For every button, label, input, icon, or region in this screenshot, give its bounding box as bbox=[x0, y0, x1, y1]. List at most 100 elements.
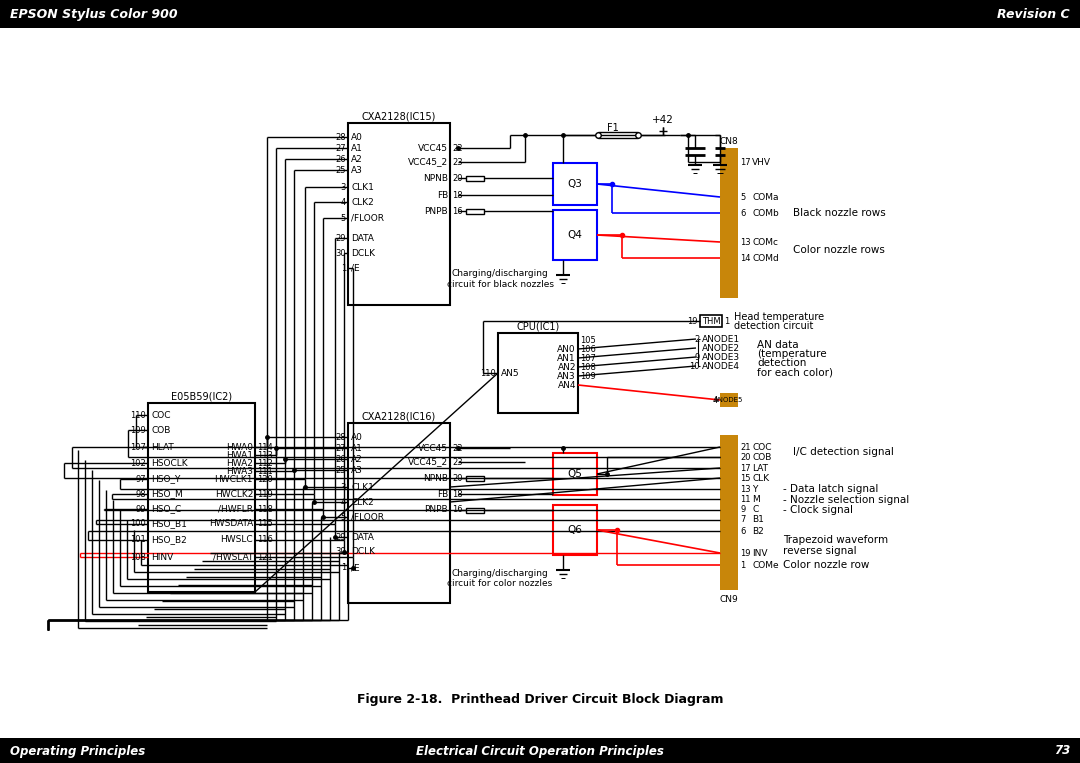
Text: /HWFLR: /HWFLR bbox=[218, 504, 253, 513]
Text: 107: 107 bbox=[580, 353, 596, 362]
Text: /FLOOR: /FLOOR bbox=[351, 214, 384, 223]
Text: Y: Y bbox=[752, 485, 757, 494]
Text: 105: 105 bbox=[580, 336, 596, 345]
Text: HWSLC: HWSLC bbox=[220, 536, 253, 545]
Text: Electrical Circuit Operation Principles: Electrical Circuit Operation Principles bbox=[416, 745, 664, 758]
Text: HSO_B2: HSO_B2 bbox=[151, 536, 187, 545]
Text: HWA0: HWA0 bbox=[226, 443, 253, 452]
Text: Q6: Q6 bbox=[568, 525, 582, 535]
Text: 102: 102 bbox=[131, 459, 146, 468]
Text: 20: 20 bbox=[740, 452, 751, 462]
Text: A1: A1 bbox=[351, 443, 363, 452]
Text: Head temperature: Head temperature bbox=[734, 312, 824, 322]
Bar bbox=[720, 148, 738, 298]
Text: C: C bbox=[752, 506, 758, 514]
Text: Q5: Q5 bbox=[568, 469, 582, 479]
Bar bbox=[498, 333, 578, 413]
Text: 23: 23 bbox=[453, 157, 462, 166]
Text: AN3: AN3 bbox=[557, 372, 576, 381]
Text: CLK2: CLK2 bbox=[351, 497, 374, 507]
Text: 1: 1 bbox=[740, 561, 745, 569]
Text: Charging/discharging: Charging/discharging bbox=[451, 568, 549, 578]
Text: HSO_B1: HSO_B1 bbox=[151, 520, 187, 529]
Text: 25: 25 bbox=[336, 465, 346, 475]
Text: detection circuit: detection circuit bbox=[734, 321, 813, 331]
Text: VCC45_2: VCC45_2 bbox=[408, 157, 448, 166]
Text: 4: 4 bbox=[341, 497, 346, 507]
Text: 11: 11 bbox=[740, 494, 751, 504]
Text: CLK2: CLK2 bbox=[351, 198, 374, 207]
Bar bbox=[553, 505, 597, 555]
Text: 22: 22 bbox=[453, 443, 462, 452]
Text: HWA3: HWA3 bbox=[226, 466, 253, 475]
Text: A2: A2 bbox=[351, 455, 363, 463]
Text: 120: 120 bbox=[257, 475, 273, 484]
Text: FB: FB bbox=[436, 191, 448, 199]
Text: DATA: DATA bbox=[351, 233, 374, 243]
Text: 26: 26 bbox=[336, 455, 346, 463]
Text: 27: 27 bbox=[336, 143, 346, 153]
Text: HWSDATA: HWSDATA bbox=[208, 520, 253, 529]
Text: DCLK: DCLK bbox=[351, 249, 375, 257]
Text: 5: 5 bbox=[341, 513, 346, 521]
Text: AN2: AN2 bbox=[557, 362, 576, 372]
Text: 4: 4 bbox=[713, 395, 718, 404]
Text: COMd: COMd bbox=[752, 253, 779, 262]
Text: AN4: AN4 bbox=[557, 381, 576, 389]
Text: Trapezoid waveform: Trapezoid waveform bbox=[783, 535, 888, 545]
Bar bbox=[553, 163, 597, 205]
Text: 3: 3 bbox=[340, 482, 346, 491]
Text: HLAT: HLAT bbox=[151, 443, 174, 452]
Text: B2: B2 bbox=[752, 526, 764, 536]
Text: VCC45: VCC45 bbox=[418, 443, 448, 452]
Text: HWA1: HWA1 bbox=[226, 450, 253, 459]
Text: /E: /E bbox=[351, 564, 360, 572]
Text: EPSON Stylus Color 900: EPSON Stylus Color 900 bbox=[10, 8, 177, 21]
Text: 110: 110 bbox=[131, 410, 146, 420]
Text: ANODE2: ANODE2 bbox=[702, 343, 740, 353]
Text: 110: 110 bbox=[481, 369, 496, 378]
Text: CLK: CLK bbox=[752, 474, 769, 482]
Text: 7: 7 bbox=[740, 516, 745, 524]
Text: COC: COC bbox=[151, 410, 171, 420]
Text: 20: 20 bbox=[453, 474, 462, 482]
Text: detection: detection bbox=[757, 358, 807, 368]
Text: 26: 26 bbox=[336, 154, 346, 163]
Text: 18: 18 bbox=[453, 191, 462, 199]
Text: 4: 4 bbox=[341, 198, 346, 207]
Text: CLK1: CLK1 bbox=[351, 482, 374, 491]
Text: THM: THM bbox=[702, 317, 720, 326]
Bar bbox=[0, 738, 1080, 763]
Bar bbox=[465, 475, 484, 481]
Text: - Clock signal: - Clock signal bbox=[783, 505, 853, 515]
Bar bbox=[348, 423, 450, 603]
Text: VCC45_2: VCC45_2 bbox=[408, 458, 448, 466]
Text: F1: F1 bbox=[607, 123, 619, 133]
Text: - Nozzle selection signal: - Nozzle selection signal bbox=[783, 495, 909, 505]
Text: 28: 28 bbox=[336, 133, 346, 141]
Text: A3: A3 bbox=[351, 166, 363, 175]
Text: 108: 108 bbox=[130, 552, 146, 562]
Text: 100: 100 bbox=[131, 520, 146, 529]
Text: 5: 5 bbox=[740, 192, 745, 201]
Text: 119: 119 bbox=[257, 490, 273, 498]
Text: FB: FB bbox=[436, 490, 448, 498]
Text: circuit for color nozzles: circuit for color nozzles bbox=[447, 580, 553, 588]
Bar bbox=[720, 393, 738, 407]
Text: AN0: AN0 bbox=[557, 345, 576, 353]
Text: 1: 1 bbox=[724, 317, 729, 326]
Text: CPU(IC1): CPU(IC1) bbox=[516, 321, 559, 331]
Text: COMe: COMe bbox=[752, 561, 779, 569]
Text: HSO_C: HSO_C bbox=[151, 504, 181, 513]
Text: A0: A0 bbox=[351, 433, 363, 442]
Text: /HWSLAT: /HWSLAT bbox=[213, 552, 253, 562]
Text: PNPB: PNPB bbox=[424, 207, 448, 215]
Bar bbox=[348, 123, 450, 305]
Text: 28: 28 bbox=[336, 433, 346, 442]
Text: 114: 114 bbox=[257, 443, 273, 452]
Text: 10: 10 bbox=[689, 362, 700, 371]
Text: 3: 3 bbox=[340, 182, 346, 192]
Text: Figure 2-18.  Printhead Driver Circuit Block Diagram: Figure 2-18. Printhead Driver Circuit Bl… bbox=[356, 694, 724, 707]
Text: 118: 118 bbox=[257, 504, 273, 513]
Text: HSO_M: HSO_M bbox=[151, 490, 183, 498]
